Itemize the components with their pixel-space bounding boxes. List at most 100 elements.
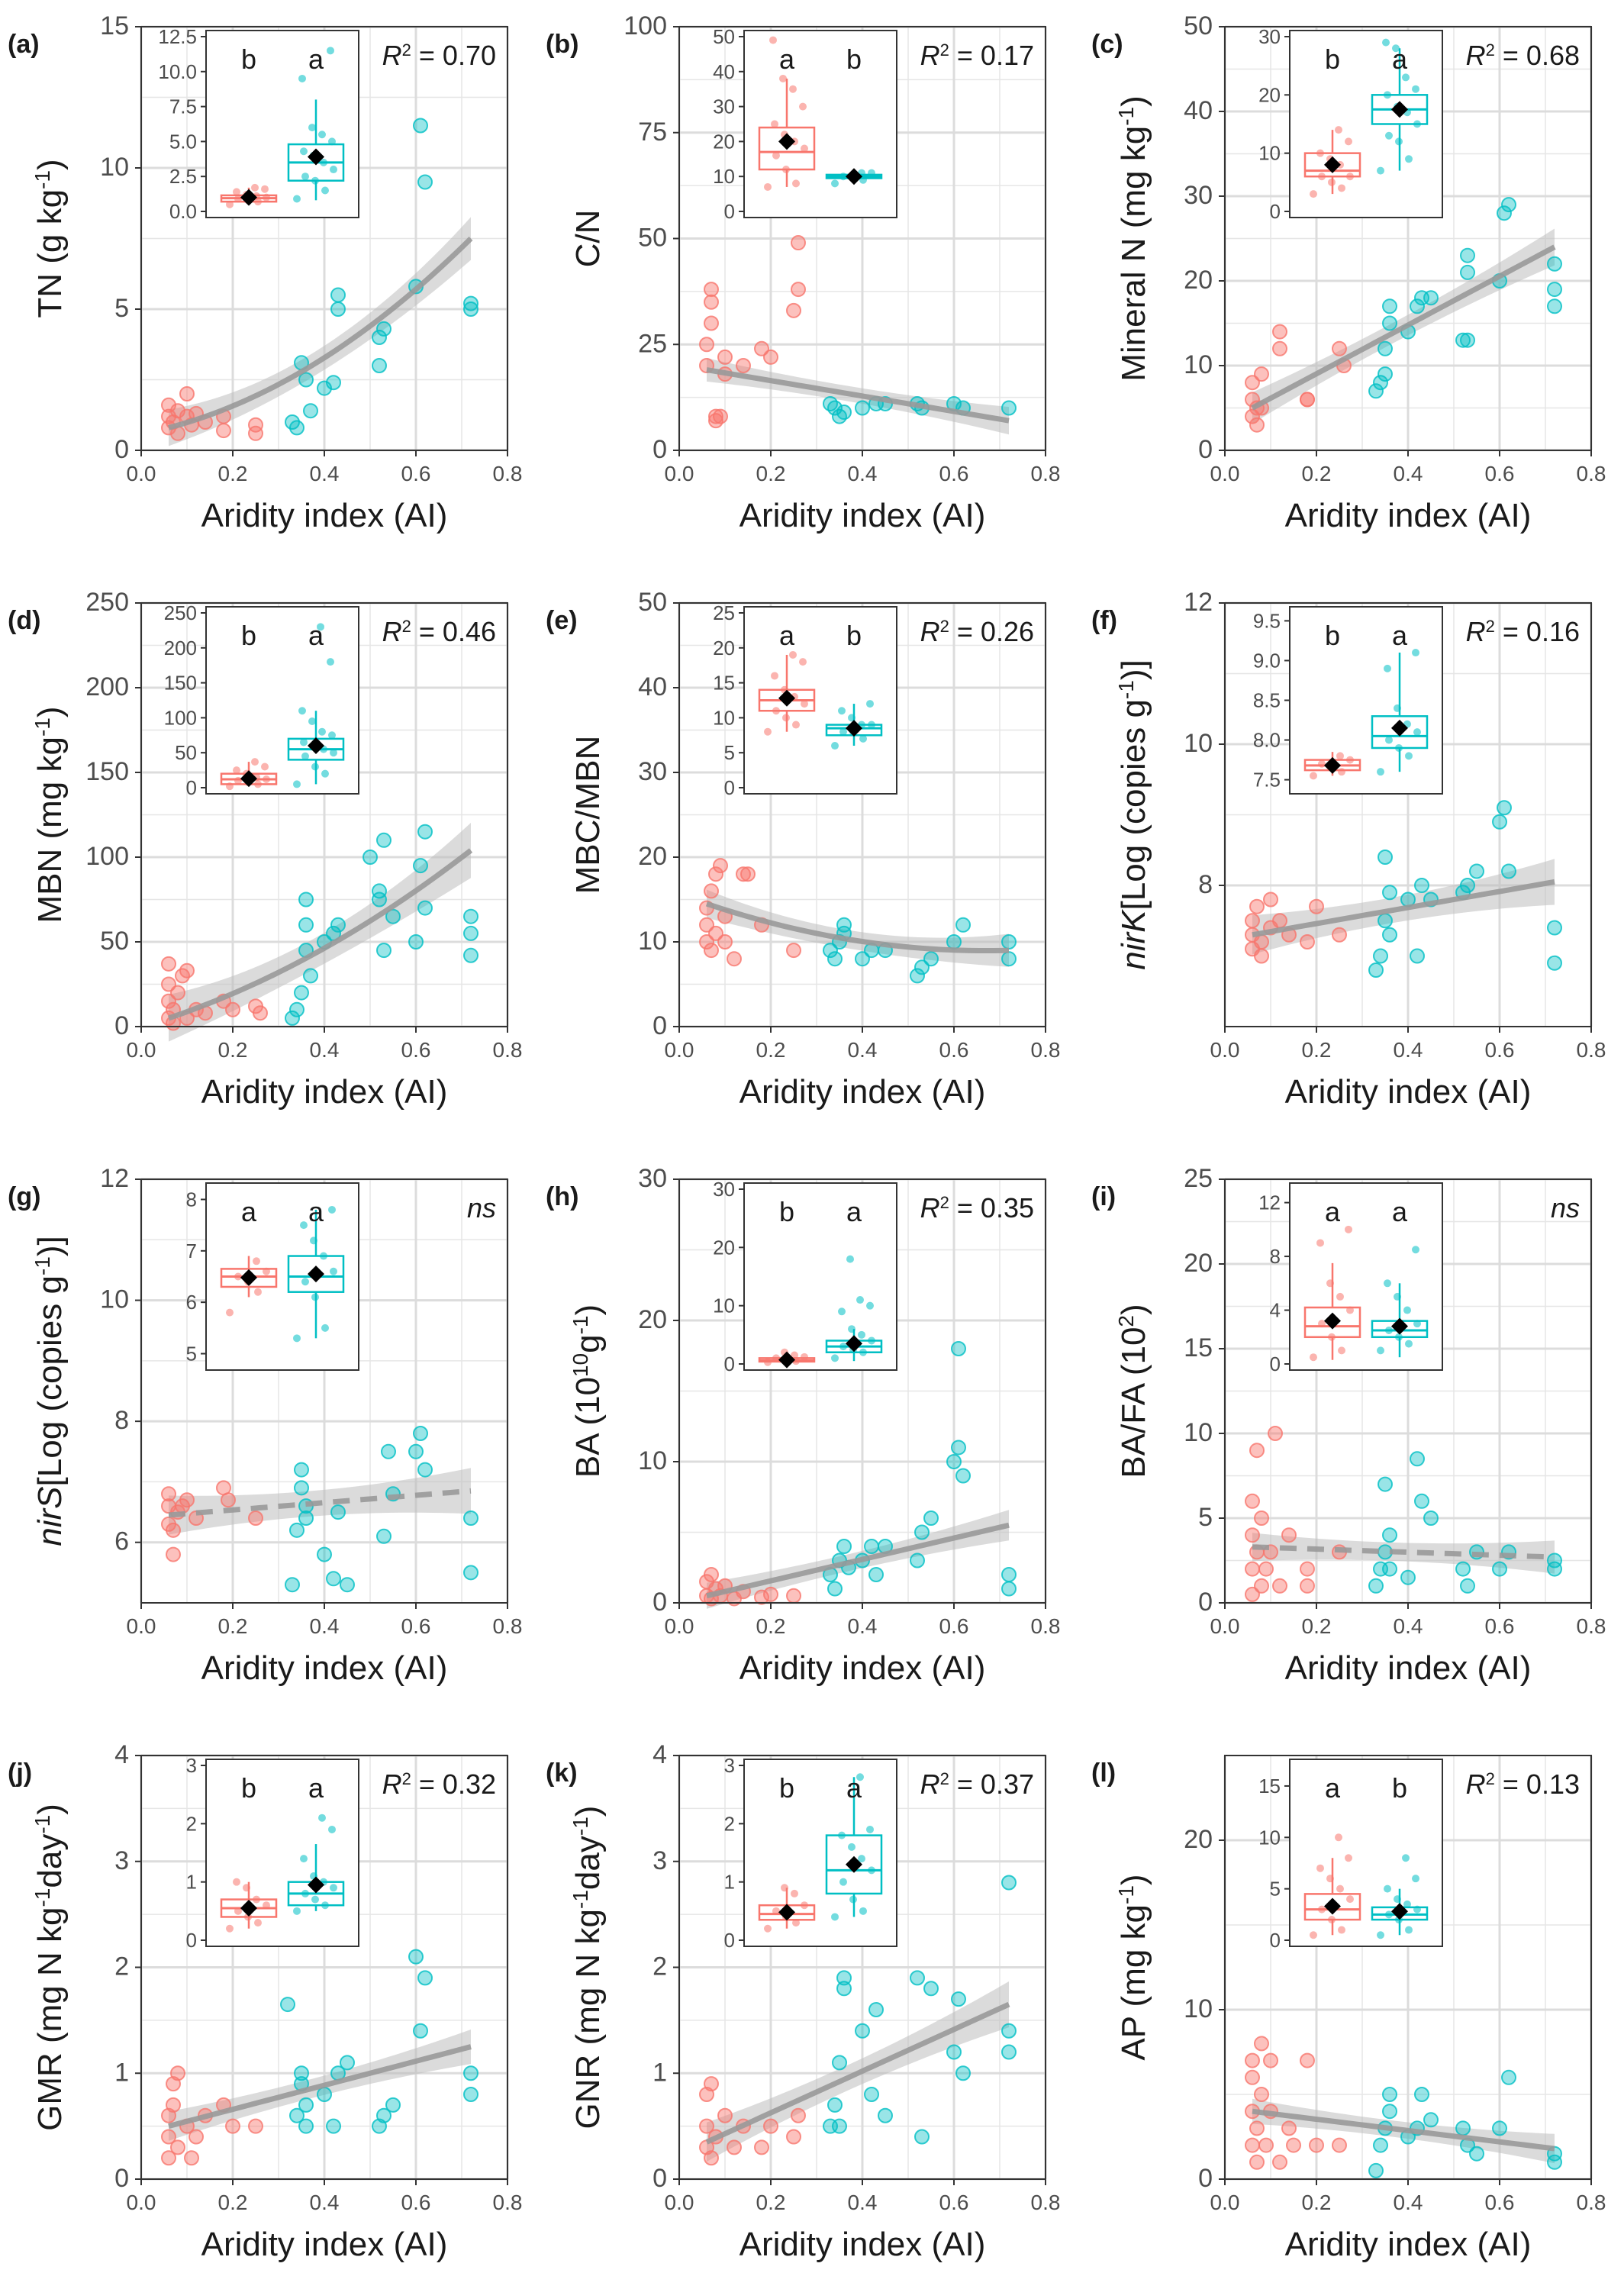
inset-point-humid [858, 1855, 865, 1863]
inset-point-humid [308, 717, 316, 725]
inset-y-tick-label: 0 [1270, 1929, 1281, 1952]
inset-point-humid [311, 1895, 319, 1904]
y-tick-label: 0 [652, 435, 667, 464]
data-point-humid [1423, 290, 1439, 306]
inset-point-arid [1326, 1279, 1334, 1288]
inset-mean-marker [778, 133, 795, 150]
inset-mean-marker [778, 689, 795, 707]
y-tick-label: 2 [652, 1952, 667, 1981]
inset-y-tick-label: 15 [713, 672, 735, 695]
data-point-humid [330, 301, 346, 317]
x-tick-label: 0.0 [1210, 2191, 1240, 2214]
y-axis-label: GMR (mg N kg-1day-1) [31, 1804, 69, 2131]
data-point-arid [1281, 2120, 1297, 2136]
y-tick-label: 20 [1184, 266, 1213, 295]
inset-point-arid [1318, 759, 1326, 768]
data-point-humid [1547, 920, 1562, 936]
inset-y-tick-label: 50 [713, 25, 735, 48]
y-tick-label: 10 [100, 153, 129, 182]
x-tick-label: 0.4 [848, 462, 878, 485]
y-tick-label: 2 [114, 1952, 129, 1981]
data-point-humid [298, 372, 314, 388]
data-point-humid [1382, 1561, 1397, 1577]
data-point-humid [1001, 400, 1017, 416]
data-point-humid [372, 330, 387, 345]
fit-line [1252, 2108, 1555, 2152]
y-tick-label: 20 [638, 842, 667, 871]
inset-mean-marker [1324, 1897, 1341, 1915]
inset-point-arid [254, 1288, 262, 1296]
data-point-arid [248, 425, 263, 441]
inset-mean-marker [308, 1876, 324, 1894]
inset-significance-letter: b [779, 1772, 794, 1804]
data-point-arid [1249, 2154, 1265, 2170]
inset-point-arid [261, 763, 269, 771]
inset-significance-letter: a [1392, 1196, 1408, 1227]
inset-point-humid [321, 769, 329, 778]
inset-point-arid [764, 727, 772, 736]
data-point-humid [285, 1010, 300, 1026]
y-tick-label: 30 [638, 1164, 667, 1193]
inset-y-tick-label: 20 [713, 1236, 735, 1259]
data-point-arid [1245, 1527, 1260, 1543]
inset-point-humid [868, 169, 875, 177]
data-point-humid [1410, 948, 1425, 964]
data-point-arid [727, 951, 742, 967]
fit-statistic: R2 = 0.70 [382, 40, 496, 71]
inset-point-arid [779, 74, 787, 82]
inset-point-humid [839, 1878, 847, 1886]
data-point-arid [727, 2139, 742, 2155]
data-point-humid [1368, 1578, 1384, 1594]
data-point-humid [372, 891, 387, 908]
x-axis-label: Aridity index (AI) [740, 497, 986, 534]
y-tick-label: 0 [652, 1588, 667, 1617]
y-tick-label: 20 [1184, 1825, 1213, 1854]
inset-point-humid [301, 1889, 309, 1897]
inset-point-arid [1336, 1292, 1344, 1301]
inset-y-tick-label: 5 [1270, 1878, 1281, 1901]
data-point-arid [763, 1586, 778, 1602]
data-point-arid [740, 866, 756, 882]
inset-significance-letter: b [779, 1196, 794, 1227]
data-point-humid [946, 2044, 962, 2060]
data-point-arid [1286, 2137, 1301, 2153]
inset-point-arid [226, 1308, 234, 1317]
data-point-humid [1501, 863, 1516, 879]
fit-statistic: R2 = 0.13 [1466, 1768, 1580, 1800]
data-point-humid [1547, 298, 1562, 314]
data-point-humid [417, 900, 433, 916]
stat-sup: 2 [940, 40, 949, 60]
inset-frame [205, 1759, 359, 1947]
panel-label: (l) [1091, 1759, 1116, 1788]
inset-significance-letter: b [846, 620, 862, 651]
inset-y-tick-label: 2 [186, 1812, 197, 1835]
inset-point-humid [330, 749, 337, 757]
inset-y-tick-label: 7.5 [1253, 769, 1281, 792]
data-point-arid [216, 423, 231, 439]
inset-mean-marker [846, 720, 862, 737]
inset-point-arid [801, 144, 808, 153]
data-point-arid [1249, 898, 1265, 914]
inset-point-arid [234, 195, 242, 203]
y-axis-label-part: AP (mg kg [1115, 1904, 1152, 2061]
stat-sup: 2 [940, 617, 949, 636]
inset-point-arid [791, 1351, 798, 1359]
data-point-humid [1501, 2069, 1516, 2085]
data-point-arid [179, 1492, 195, 1508]
y-axis-label-part: C/N [569, 210, 607, 268]
data-point-arid [1245, 913, 1260, 929]
inset-y-tick-label: 25 [713, 601, 735, 624]
data-point-arid [161, 2129, 176, 2145]
data-point-humid [330, 287, 346, 303]
inset-point-arid [254, 780, 262, 788]
inset-point-humid [1412, 1875, 1419, 1883]
x-tick-label: 0.0 [1210, 462, 1240, 485]
y-axis-label-part: ) [1115, 95, 1152, 107]
x-tick-label: 0.6 [939, 462, 969, 485]
x-tick-label: 0.8 [493, 1038, 523, 1062]
panel-d: (d)0.0 0.2 0.4 0.6 0.8050100150200250Aridity… [8, 588, 522, 1111]
y-axis-label-part: )] [31, 1236, 69, 1256]
inset-significance-letter: a [779, 44, 795, 75]
data-point-arid [1254, 934, 1269, 950]
